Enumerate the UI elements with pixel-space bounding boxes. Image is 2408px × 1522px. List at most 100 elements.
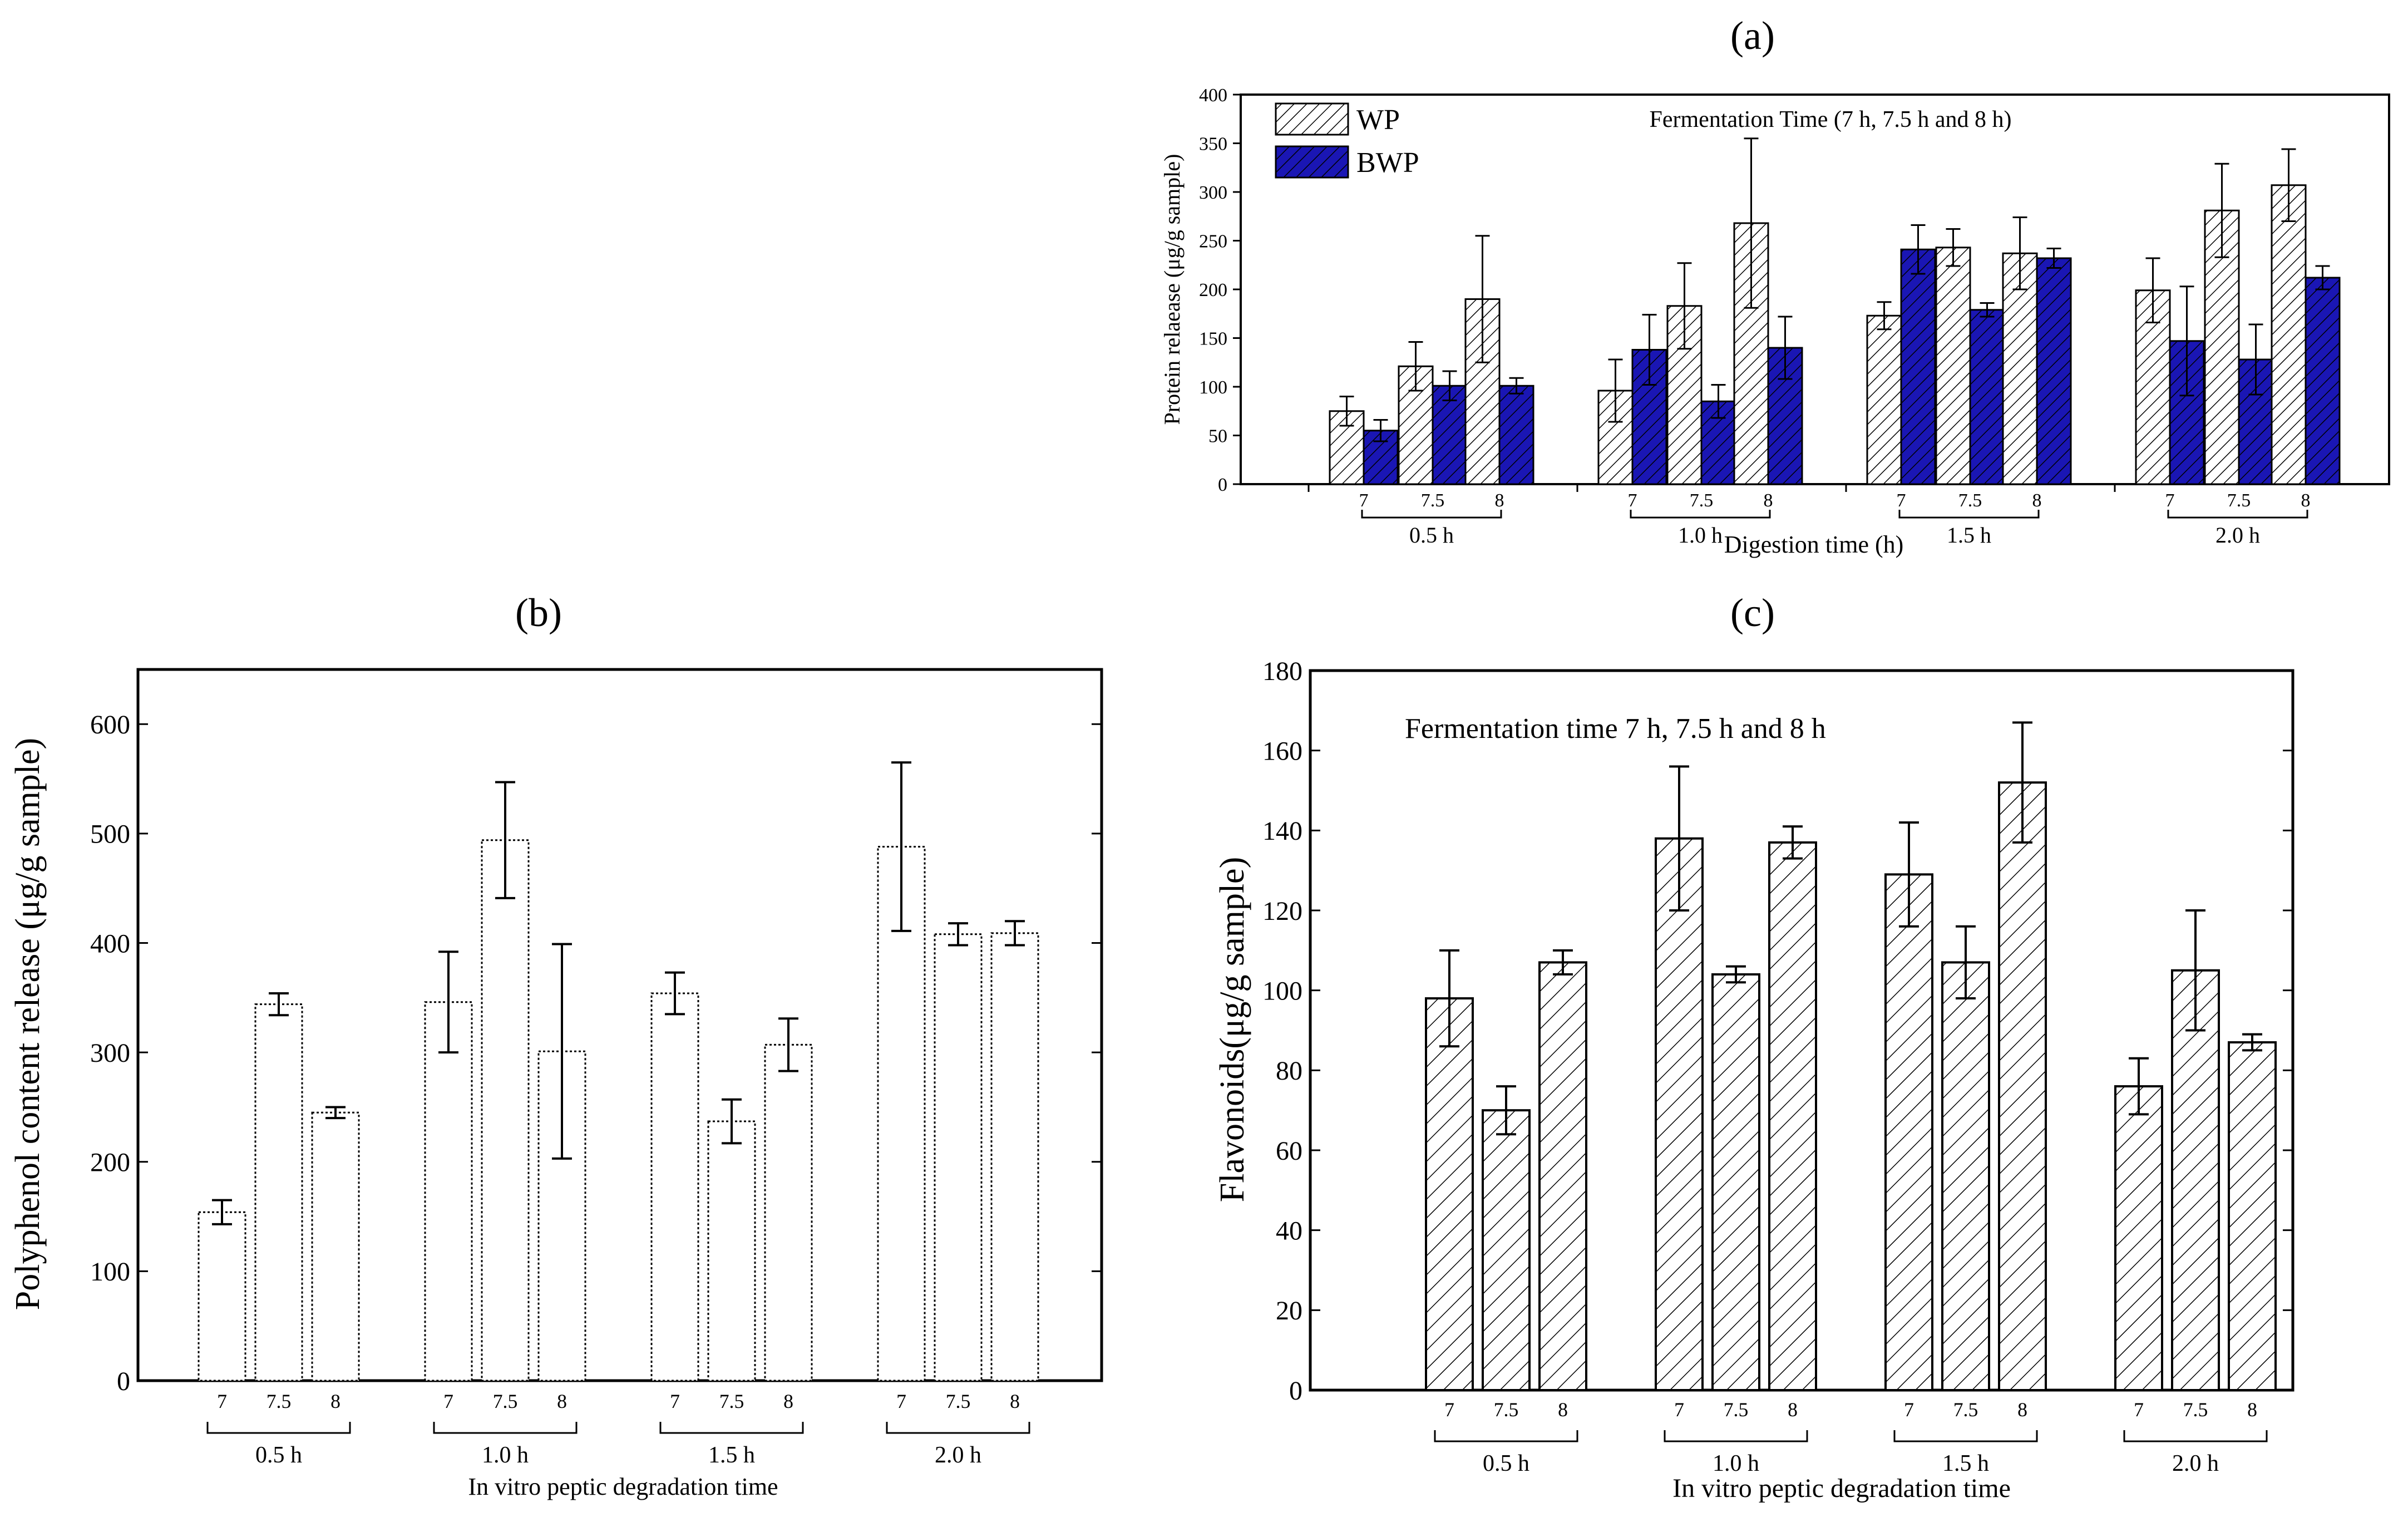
y-tick-label: 400: [1199, 85, 1227, 106]
errorbars-c: [1439, 721, 2262, 1136]
legend-swatch-bwp: [1275, 145, 1349, 179]
bar-bwp-05h-8: [1498, 385, 1534, 485]
y-tick-label: 50: [1208, 426, 1227, 446]
bar-flavonoids-10h-8: [1768, 841, 1817, 1391]
x-sublabel: 7.5: [1494, 1398, 1519, 1421]
x-sublabel: 7: [2165, 490, 2175, 511]
x-sublabel: 7.5: [2227, 490, 2251, 511]
x-sublabel: 7.5: [267, 1390, 292, 1412]
panel-label-b: (b): [515, 590, 562, 635]
y-axis-a: 0 50 100 150 200 250 300 350 400: [1199, 85, 1241, 495]
y-tick-label: 150: [1199, 328, 1227, 349]
y-tick-label: 350: [1199, 134, 1227, 154]
x-group-label: 2.0 h: [2215, 523, 2260, 548]
bar-polyphenol-20h-7_5: [934, 933, 983, 1382]
x-sublabel: 7: [1628, 490, 1637, 511]
bars-a: [1329, 184, 2341, 485]
x-sublabel: 7.5: [2183, 1398, 2208, 1421]
x-group-label: 0.5 h: [255, 1442, 302, 1468]
x-group-label: 1.0 h: [1678, 523, 1723, 548]
y-axis-b: 0 100 200 300 400 500 600: [90, 710, 1102, 1396]
x-sublabel: 7: [443, 1390, 453, 1412]
legend-label-bwp: BWP: [1356, 147, 1419, 179]
bars-b: [198, 839, 1039, 1382]
x-sublabel: 7: [2134, 1398, 2144, 1421]
x-sublabel: 8: [1558, 1398, 1568, 1421]
bar-polyphenol-15h-8: [764, 1043, 813, 1382]
x-sublabel: 7.5: [1958, 490, 1982, 511]
x-sublabel: 7.5: [493, 1390, 518, 1412]
x-group-label: 1.0 h: [1713, 1451, 1759, 1476]
y-axis-label-a: Protein relaease (μg/g sample): [1159, 154, 1185, 425]
x-sublabel: 8: [330, 1390, 341, 1412]
x-sublabel: 8: [1764, 490, 1773, 511]
y-tick-label: 40: [1276, 1216, 1302, 1245]
x-group-label: 2.0 h: [935, 1442, 981, 1468]
panel-label-a: (a): [1730, 13, 1775, 58]
y-axis-c: 0 20 40 60 80 100 120 140 160 180: [1262, 657, 2293, 1406]
bar-flavonoids-20h-8: [2228, 1041, 2277, 1392]
errorbars-a: [1339, 137, 2330, 442]
legend-label-wp: WP: [1356, 104, 1400, 136]
x-sublabel: 7: [1674, 1398, 1684, 1421]
bars-c: [1425, 781, 2277, 1392]
y-tick-label: 120: [1262, 897, 1302, 926]
group-bracket: [1664, 1430, 1808, 1442]
group-bracket: [1630, 510, 1771, 519]
x-group-label: 1.5 h: [1942, 1451, 1989, 1476]
bar-bwp-15h-7_5: [1969, 309, 2005, 485]
x-sublabel: 8: [1788, 1398, 1798, 1421]
bar-flavonoids-20h-7: [2114, 1085, 2163, 1391]
x-group-label: 0.5 h: [1409, 523, 1454, 548]
y-tick-label: 0: [1218, 475, 1227, 495]
legend-a: WP BWP: [1275, 102, 1419, 179]
bar-flavonoids-15h-7: [1884, 873, 1933, 1391]
x-sublabel: 7: [1444, 1398, 1454, 1421]
y-tick-label: 0: [117, 1367, 130, 1396]
x-sublabel: 8: [2301, 490, 2311, 511]
x-sublabel: 8: [2017, 1398, 2027, 1421]
y-axis-label-c: Flavonoids(μg/g sample): [1213, 857, 1251, 1202]
bar-polyphenol-10h-7: [424, 1001, 473, 1382]
y-tick-label: 500: [90, 820, 130, 849]
bar-wp-20h-8: [2271, 184, 2307, 485]
bar-bwp-15h-8: [2036, 257, 2072, 485]
plot-frame-b: [136, 668, 1103, 1382]
bar-polyphenol-10h-7_5: [481, 839, 530, 1382]
bar-wp-15h-7_5: [1935, 247, 1971, 485]
y-tick-label: 300: [90, 1038, 130, 1068]
y-axis-label-b: Polyphenol content release (μg/g sample): [9, 738, 47, 1310]
x-sublabel: 8: [2032, 490, 2042, 511]
bar-polyphenol-20h-7: [877, 846, 926, 1382]
x-sublabel: 7.5: [1953, 1398, 1978, 1421]
x-sublabel: 7.5: [719, 1390, 744, 1412]
y-tick-label: 20: [1276, 1296, 1302, 1326]
y-tick-label: 200: [90, 1148, 130, 1178]
x-sublabel: 7.5: [946, 1390, 971, 1412]
bar-flavonoids-10h-7: [1655, 837, 1704, 1391]
x-group-label: 1.5 h: [708, 1442, 755, 1468]
y-tick-label: 200: [1199, 280, 1227, 301]
x-sublabel: 7: [1359, 490, 1369, 511]
x-sublabel: 7: [1904, 1398, 1914, 1421]
y-tick-label: 100: [1262, 976, 1302, 1006]
bar-wp-15h-8: [2002, 252, 2038, 485]
y-tick-label: 600: [90, 710, 130, 740]
legend-swatch-wp: [1275, 102, 1349, 136]
y-tick-label: 300: [1199, 183, 1227, 203]
bar-polyphenol-15h-7: [650, 992, 699, 1382]
x-sublabel: 7: [1897, 490, 1906, 511]
bar-polyphenol-15h-7_5: [707, 1120, 756, 1382]
bar-flavonoids-05h-8: [1538, 961, 1587, 1391]
errorbars-b: [212, 761, 1025, 1225]
x-sublabel: 7.5: [1421, 490, 1445, 511]
x-sublabel: 8: [1010, 1390, 1020, 1412]
bar-bwp-05h-7_5: [1432, 385, 1468, 485]
group-bracket: [2123, 1430, 2268, 1442]
x-axis-label-c: In vitro peptic degradation time: [1672, 1474, 2011, 1503]
x-sublabel: 7.5: [1690, 490, 1714, 511]
x-axis-c: 7 7.5 8 0.5 h 7 7.5 8 1.0 h 7 7.5 8 1.5 h 7 7.5 8 2.0 h: [1434, 1398, 2268, 1476]
chart-title-a: Fermentation Time (7 h, 7.5 h and 8 h): [1650, 107, 2012, 132]
y-tick-label: 400: [90, 929, 130, 958]
